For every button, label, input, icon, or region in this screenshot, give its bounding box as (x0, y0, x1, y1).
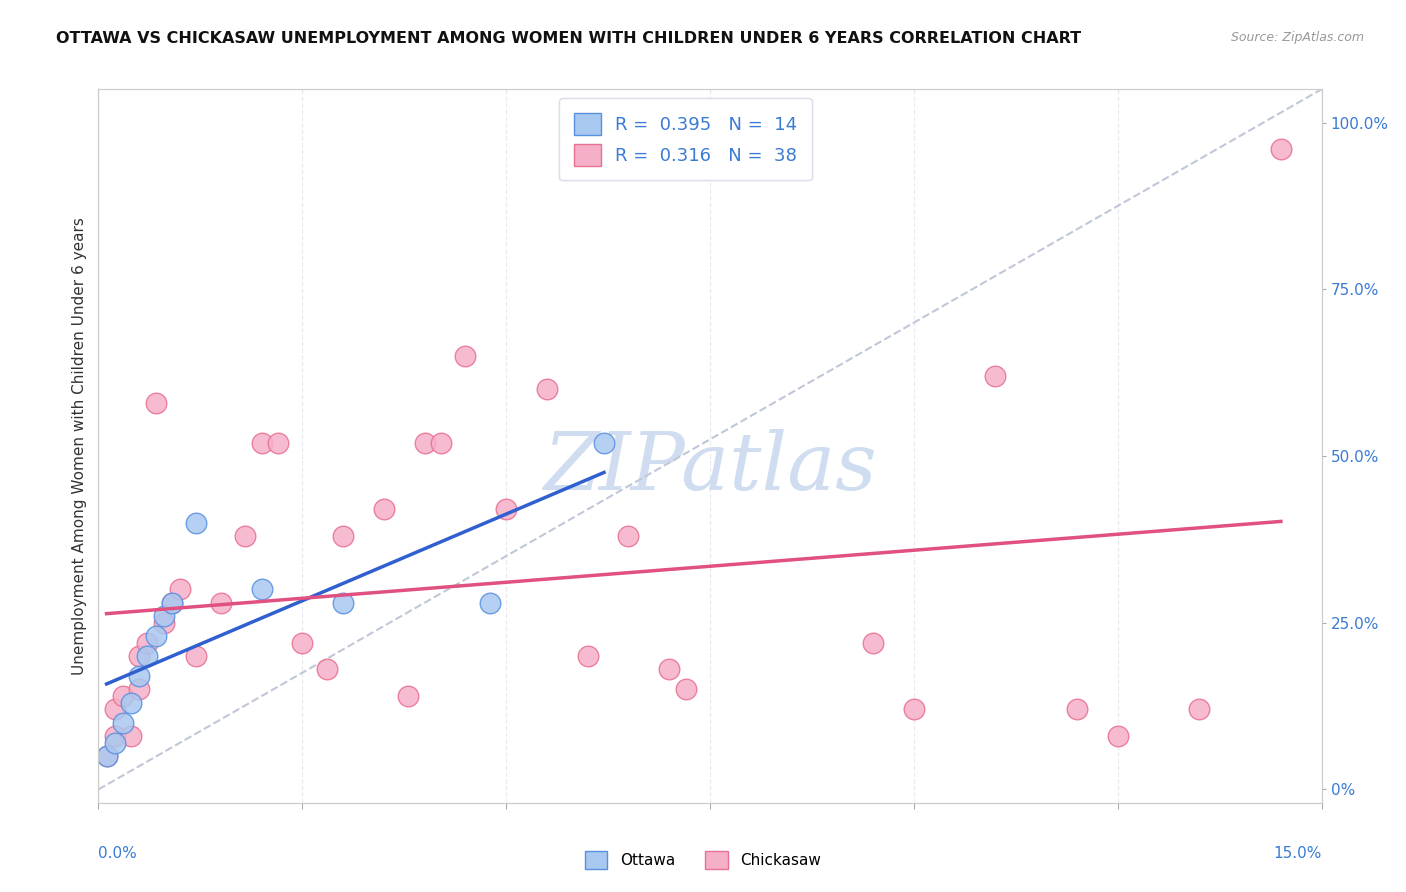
Point (169, 582, 191, 597)
Point (128, 669, 150, 683)
Point (593, 435, 616, 450)
Text: Source: ZipAtlas.com: Source: ZipAtlas.com (1230, 31, 1364, 45)
Point (862, 636, 884, 650)
Text: OTTAWA VS CHICKASAW UNEMPLOYMENT AMONG WOMEN WITH CHILDREN UNDER 6 YEARS CORRELA: OTTAWA VS CHICKASAW UNEMPLOYMENT AMONG W… (56, 31, 1081, 46)
Point (430, 435, 453, 450)
Point (152, 609, 174, 624)
Point (675, 682, 697, 697)
Point (291, 636, 314, 650)
Point (536, 382, 558, 396)
Point (984, 368, 1007, 383)
Point (267, 435, 290, 450)
Point (152, 615, 174, 630)
Point (145, 629, 167, 643)
Point (120, 696, 142, 710)
Point (209, 596, 232, 610)
Point (332, 596, 354, 610)
Point (332, 529, 354, 543)
Point (413, 435, 436, 450)
Point (104, 729, 127, 743)
Point (96, 749, 118, 764)
Point (903, 702, 925, 716)
Point (111, 689, 134, 703)
Point (186, 649, 208, 664)
Text: 0.0%: 0.0% (98, 846, 138, 861)
Point (136, 649, 159, 664)
Y-axis label: Unemployment Among Women with Children Under 6 years: Unemployment Among Women with Children U… (72, 217, 87, 675)
Point (617, 529, 640, 543)
Point (315, 662, 337, 676)
Point (250, 582, 273, 597)
Point (128, 682, 150, 697)
Point (96, 749, 118, 764)
Text: 15.0%: 15.0% (1274, 846, 1322, 861)
Text: ZIPatlas: ZIPatlas (543, 429, 877, 506)
Point (120, 729, 142, 743)
Point (478, 596, 501, 610)
Point (233, 529, 256, 543)
Point (1188, 702, 1211, 716)
Point (1066, 702, 1088, 716)
Point (111, 715, 134, 730)
Point (1270, 142, 1292, 156)
Point (160, 596, 183, 610)
Point (495, 502, 517, 516)
Point (160, 596, 183, 610)
Legend: Ottawa, Chickasaw: Ottawa, Chickasaw (578, 845, 828, 875)
Point (136, 636, 159, 650)
Point (1107, 729, 1129, 743)
Point (396, 689, 419, 703)
Point (104, 702, 127, 716)
Point (373, 502, 395, 516)
Point (104, 736, 127, 750)
Point (128, 649, 150, 664)
Point (250, 435, 273, 450)
Legend: R =  0.395   N =  14, R =  0.316   N =  38: R = 0.395 N = 14, R = 0.316 N = 38 (560, 98, 811, 180)
Point (454, 349, 477, 363)
Point (658, 662, 681, 676)
Point (145, 395, 167, 409)
Point (186, 516, 208, 530)
Point (576, 649, 599, 664)
